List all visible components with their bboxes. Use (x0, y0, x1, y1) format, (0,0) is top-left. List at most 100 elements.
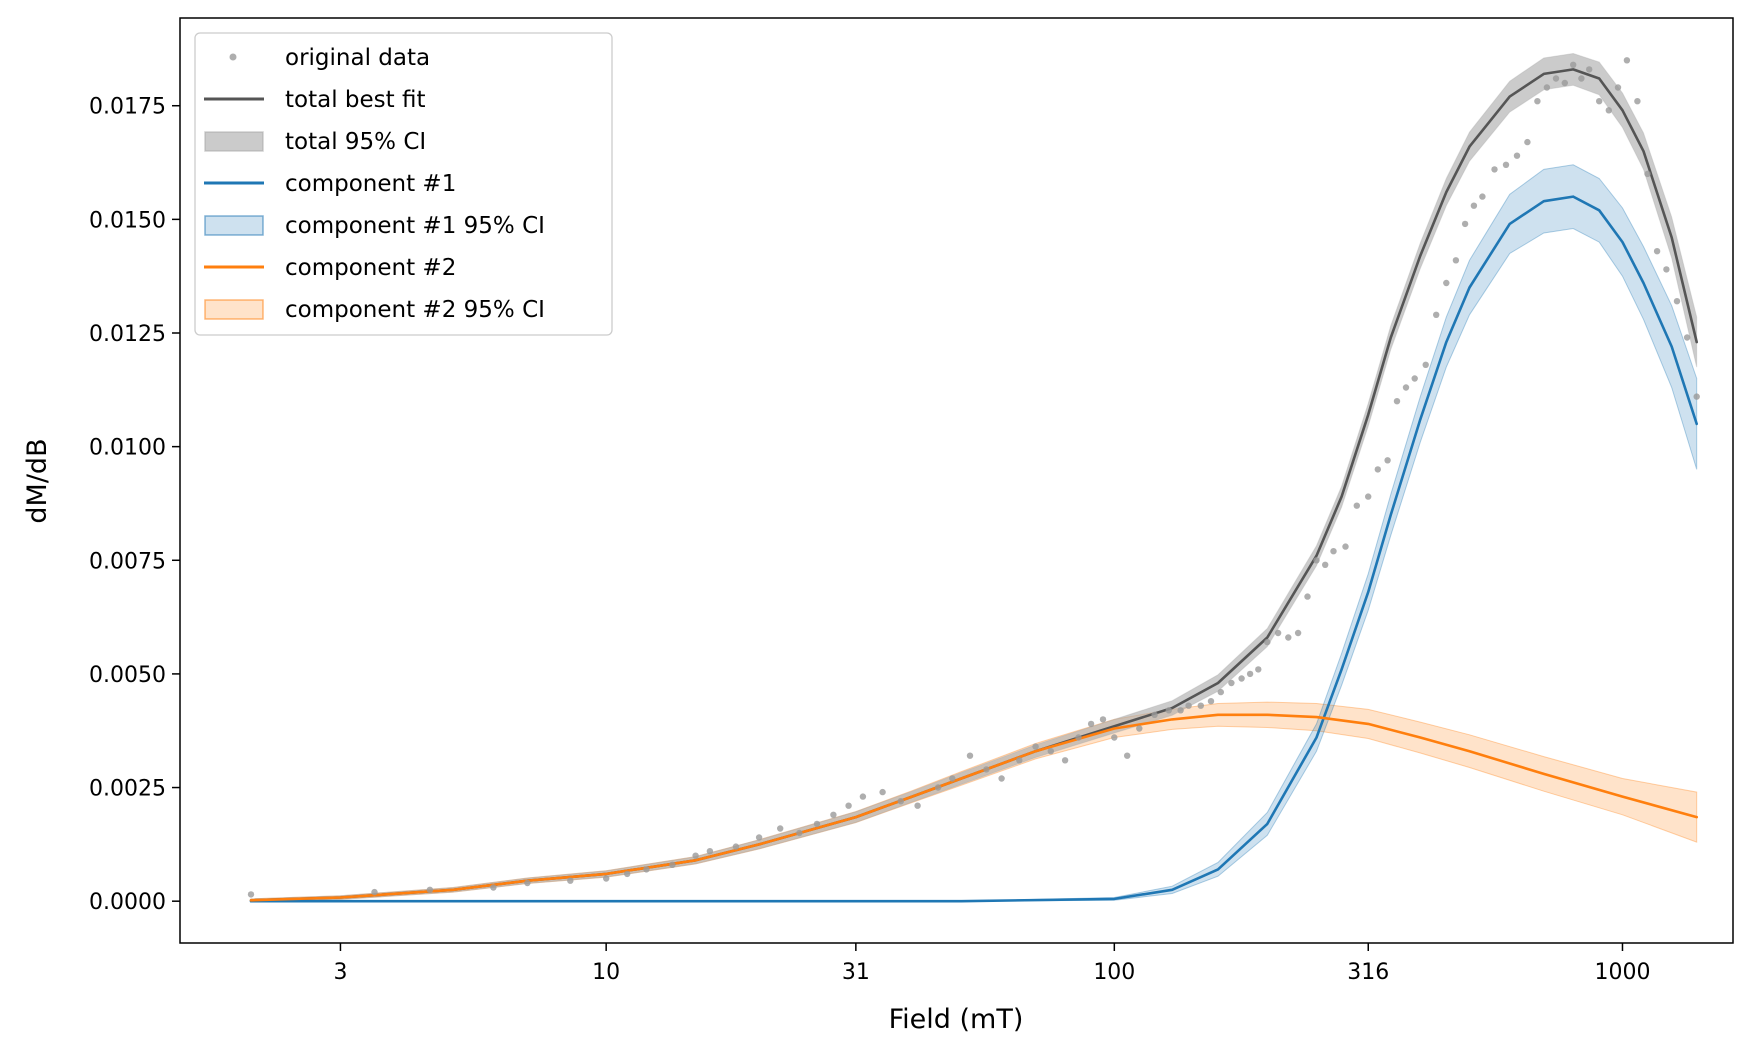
y-tick-label: 0.0125 (89, 322, 166, 347)
data-point (1452, 257, 1460, 264)
data-point (1552, 75, 1560, 82)
data-point (1264, 638, 1271, 646)
data-point (1570, 61, 1577, 68)
legend-marker-original-data (229, 53, 237, 61)
data-point (1151, 711, 1158, 718)
data-point (1313, 557, 1320, 564)
x-tick-label: 316 (1347, 960, 1389, 985)
data-point (1578, 75, 1585, 82)
data-point (1605, 107, 1613, 114)
legend-label-component-2-95-ci: component #2 95% CI (285, 297, 545, 323)
data-point (1470, 202, 1478, 209)
data-point (1330, 548, 1337, 555)
y-tick-label: 0.0000 (89, 890, 166, 915)
data-point (1634, 98, 1641, 105)
data-point (949, 775, 956, 782)
data-point (692, 852, 699, 859)
data-point (777, 825, 784, 832)
data-point (643, 866, 650, 873)
data-point (669, 861, 676, 868)
data-point (934, 784, 942, 791)
x-tick-label: 10 (592, 960, 620, 985)
data-point (1016, 757, 1023, 764)
x-tick-label: 31 (842, 960, 870, 985)
data-point (813, 820, 821, 828)
x-tick-label: 100 (1093, 960, 1135, 985)
data-point (426, 886, 434, 893)
y-tick-label: 0.0025 (89, 777, 166, 802)
data-point (1197, 702, 1205, 709)
data-point (1246, 670, 1254, 678)
data-point (796, 829, 803, 837)
legend: original data total best fit total 95% CI c… (194, 32, 613, 336)
x-tick-label: 1000 (1594, 960, 1650, 985)
data-point (706, 848, 714, 855)
x-axis-label: Field (mT) (889, 1004, 1024, 1035)
data-point (1228, 679, 1235, 687)
y-tick-label: 0.0075 (89, 549, 166, 574)
data-point (603, 875, 610, 882)
data-point (966, 752, 974, 759)
data-point (845, 802, 852, 809)
data-point (1411, 375, 1418, 382)
data-point (1433, 311, 1440, 318)
legend-marker-component-2-95-ci (204, 299, 264, 320)
legend-label-component-1: component #1 (285, 171, 456, 197)
data-points (247, 57, 1700, 898)
y-tick-label: 0.0100 (89, 436, 166, 461)
data-point (1673, 298, 1681, 305)
data-point (983, 766, 990, 773)
data-point (1513, 152, 1521, 159)
data-point (1402, 384, 1410, 391)
data-point (1304, 593, 1311, 600)
data-point (247, 891, 255, 898)
legend-marker-component-1-95-ci (204, 215, 264, 236)
y-axis-label: dM/dB (22, 438, 53, 523)
data-point (1491, 166, 1498, 173)
data-point (1543, 84, 1551, 91)
x-tick-label: 3 (333, 960, 347, 985)
data-point (1623, 57, 1631, 64)
data-point (1136, 725, 1143, 732)
data-point (914, 802, 921, 809)
data-point (1294, 629, 1302, 637)
data-point (1087, 720, 1095, 728)
data-point (1032, 743, 1039, 750)
data-point (1365, 493, 1372, 500)
data-point (1393, 398, 1401, 405)
legend-box (194, 32, 613, 336)
data-point (1534, 98, 1541, 105)
legend-label-original-data: original data (285, 45, 430, 71)
data-point (1663, 266, 1670, 273)
data-point (897, 798, 904, 805)
legend-label-component-1-95-ci: component #1 95% CI (285, 213, 545, 239)
data-point (1111, 734, 1118, 741)
y-tick-label: 0.0175 (89, 95, 166, 120)
data-point (1255, 666, 1262, 673)
data-point (1075, 734, 1082, 741)
y-axis: 0.0000 0.0025 0.0050 0.0075 0.0100 0.0125 0.01… (89, 95, 180, 915)
data-point (1524, 138, 1531, 146)
data-point (567, 877, 574, 884)
legend-marker-total-95-ci (204, 131, 264, 152)
component-2-line (249, 713, 1698, 902)
data-point (1479, 193, 1486, 200)
y-tick-label: 0.0150 (89, 208, 166, 233)
data-point (1422, 361, 1429, 368)
data-point (1047, 748, 1055, 755)
data-point (1353, 502, 1361, 509)
data-point (1384, 457, 1391, 464)
data-point (1502, 161, 1510, 168)
data-point (879, 788, 886, 796)
data-point (1693, 393, 1700, 400)
data-point (1322, 561, 1329, 568)
data-point (524, 879, 531, 887)
component-1-line (249, 195, 1698, 903)
component-2-ci-band (250, 701, 1698, 903)
data-point (1561, 79, 1569, 87)
data-point (1238, 675, 1245, 682)
data-point (1683, 334, 1691, 341)
data-point (1461, 220, 1469, 228)
data-point (1443, 279, 1450, 287)
